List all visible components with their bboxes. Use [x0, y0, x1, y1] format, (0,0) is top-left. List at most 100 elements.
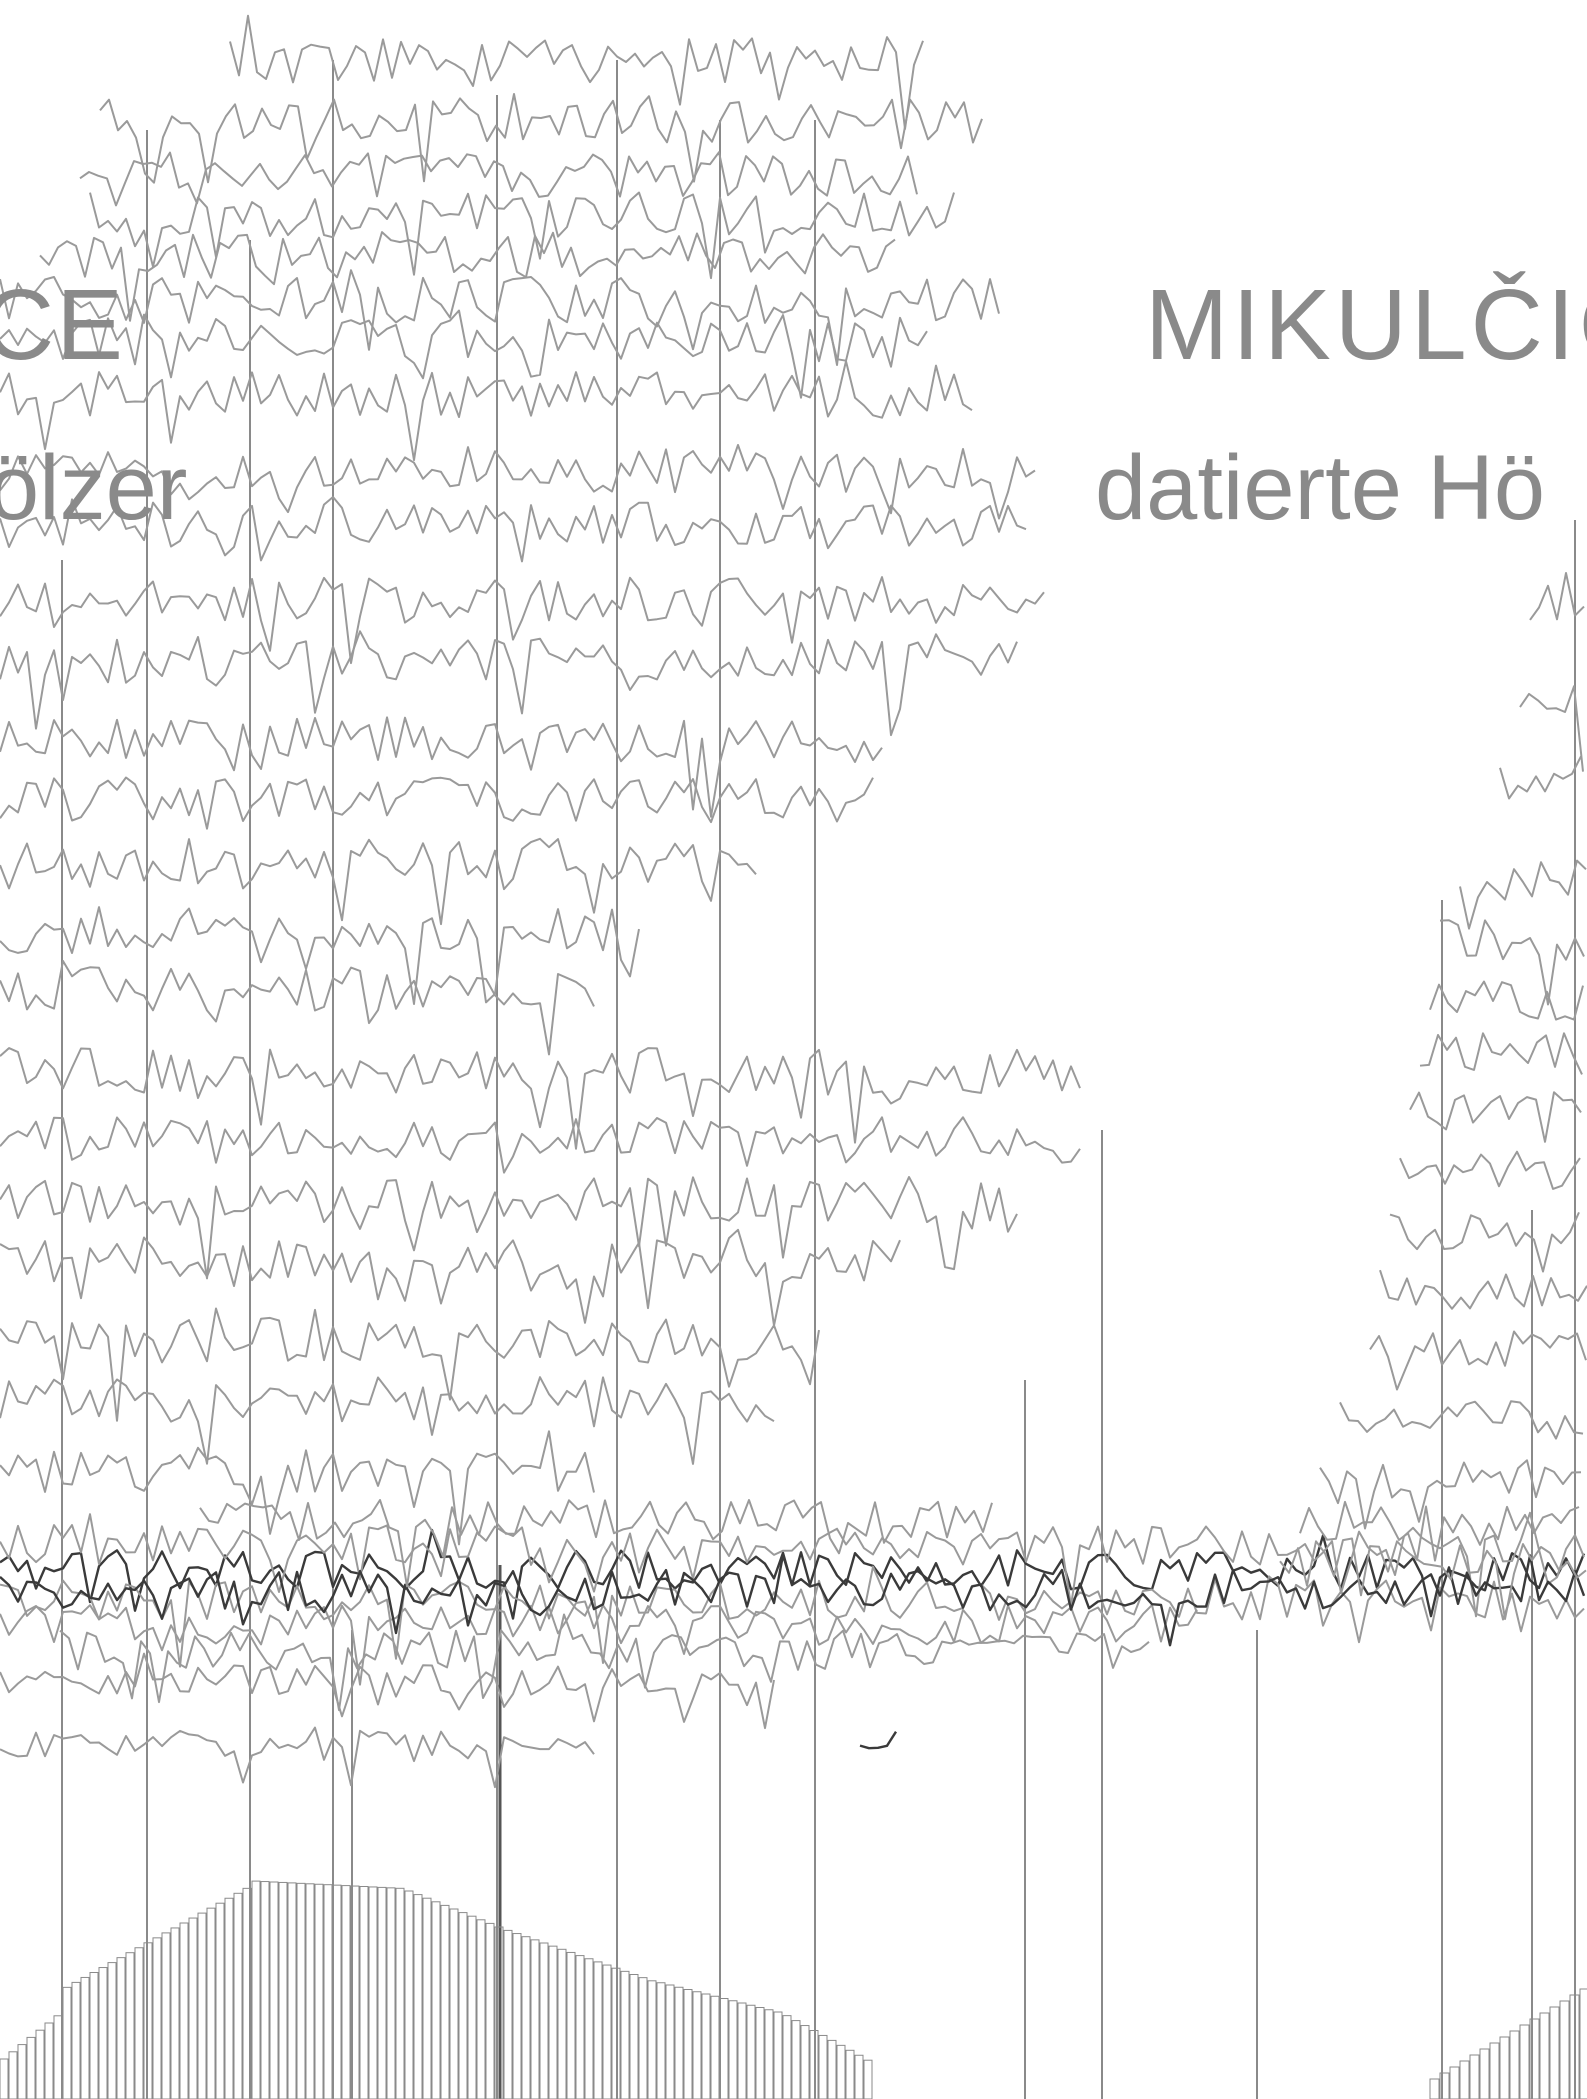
histogram-bar	[1449, 2066, 1460, 2099]
histogram-bar	[692, 1991, 702, 2099]
ring-width-curve	[0, 360, 973, 462]
histogram-bar	[458, 1912, 468, 2099]
left-panel-subtitle: ölzer	[0, 437, 188, 539]
ring-width-curve	[1459, 859, 1587, 930]
histogram-bar	[71, 1981, 81, 2099]
histogram-bar	[539, 1942, 549, 2099]
histogram-bar	[764, 2009, 774, 2099]
ring-width-curve	[1279, 1537, 1587, 1620]
ring-width-curve	[0, 630, 1018, 737]
ring-width-curve	[1319, 1459, 1582, 1530]
histogram-bar	[116, 1957, 126, 2099]
histogram-bar	[62, 1986, 72, 2099]
ring-width-curve	[0, 1047, 1081, 1150]
histogram-bar	[350, 1885, 360, 2099]
histogram-bar	[494, 1926, 504, 2099]
histogram-bar	[80, 1976, 90, 2099]
ring-width-curve	[1419, 1032, 1583, 1075]
histogram-bar	[1479, 2048, 1490, 2099]
histogram-bar	[134, 1947, 144, 2099]
histogram-bar	[260, 1881, 270, 2099]
histogram-bar	[278, 1881, 288, 2099]
histogram-bar	[1519, 2024, 1530, 2099]
ring-width-curve	[59, 1613, 1150, 1712]
histogram-bar	[296, 1882, 306, 2099]
left-panel-title: CE	[0, 269, 125, 381]
histogram-bar	[1509, 2030, 1520, 2099]
ring-width-curve	[0, 716, 883, 818]
histogram-bar	[1539, 2012, 1550, 2099]
histogram-bar	[665, 1984, 675, 2099]
histogram-bar	[746, 2004, 756, 2099]
histogram-bar	[341, 1885, 351, 2099]
ring-width-curve	[1299, 1500, 1580, 1562]
histogram-bar	[152, 1937, 162, 2099]
histogram-bar	[197, 1912, 207, 2099]
ring-width-curve	[229, 14, 924, 130]
ring-width-curve	[0, 1565, 1585, 1668]
ring-width-curve	[199, 1499, 993, 1588]
histogram-bar	[89, 1972, 99, 2099]
histogram-bar	[584, 1958, 594, 2099]
ring-width-curve	[0, 1430, 595, 1546]
histogram-bar	[854, 2054, 864, 2099]
ring-width-curve	[0, 906, 640, 1005]
histogram-bar	[8, 2051, 18, 2099]
histogram-bar	[557, 1948, 567, 2099]
ring-width-curve	[89, 191, 955, 280]
histogram-bar	[800, 2025, 810, 2099]
histogram-bar	[107, 1962, 117, 2099]
ring-width-curve	[0, 1376, 775, 1465]
histogram-bar	[1429, 2078, 1440, 2099]
histogram-bar	[1459, 2060, 1470, 2099]
histogram-bar	[170, 1927, 180, 2099]
histogram-bar	[710, 1995, 720, 2099]
histogram-bar	[161, 1932, 171, 2099]
histogram-bar	[53, 2015, 63, 2099]
ring-width-curve	[1499, 755, 1582, 800]
histogram-bar	[440, 1904, 450, 2099]
ring-width-curve	[1519, 685, 1584, 772]
histogram-bar	[404, 1890, 414, 2099]
histogram-bar	[737, 2002, 747, 2099]
histogram-bar	[845, 2049, 855, 2099]
histogram-bar	[548, 1945, 558, 2099]
ring-width-curve	[0, 1600, 1198, 1686]
histogram-bar	[575, 1955, 585, 2099]
ring-width-curve	[0, 1176, 1018, 1280]
histogram-bar	[755, 2007, 765, 2099]
histogram-bar	[602, 1964, 612, 2099]
ring-width-curve	[1399, 1150, 1581, 1190]
histogram-bar	[620, 1970, 630, 2099]
ring-width-curve	[0, 576, 1045, 665]
histogram-bar	[377, 1886, 387, 2099]
ring-width-curve	[1389, 1211, 1580, 1273]
ring-width-curve	[0, 776, 874, 830]
histogram-bar	[512, 1933, 522, 2099]
ring-width-curve	[0, 1553, 1586, 1647]
histogram-bar	[1559, 2000, 1570, 2099]
histogram-bar	[818, 2034, 828, 2099]
histogram-bar	[1549, 2006, 1560, 2099]
histogram-bar	[656, 1982, 666, 2099]
histogram-bar	[368, 1886, 378, 2099]
histogram-bar	[782, 2015, 792, 2099]
histogram-bar	[233, 1892, 243, 2099]
histogram-bar	[728, 2000, 738, 2099]
histogram-bar	[143, 1942, 153, 2099]
ring-width-curve	[859, 1731, 898, 1750]
histogram-bar	[17, 2044, 27, 2099]
ring-width-curve	[0, 960, 595, 1056]
histogram-bar	[188, 1917, 198, 2099]
histogram-bar	[593, 1961, 603, 2099]
histogram-bar	[809, 2030, 819, 2099]
right-panel-title: MIKULČIC	[1145, 269, 1587, 381]
histogram-bar	[1579, 1988, 1587, 2099]
histogram-bar	[314, 1883, 324, 2099]
histogram-bar	[224, 1897, 234, 2099]
right-panel-subtitle: datierte Hö	[1095, 437, 1546, 539]
ring-width-curve	[0, 309, 928, 399]
ring-width-curve	[0, 1307, 820, 1422]
histogram-bar	[791, 2020, 801, 2099]
